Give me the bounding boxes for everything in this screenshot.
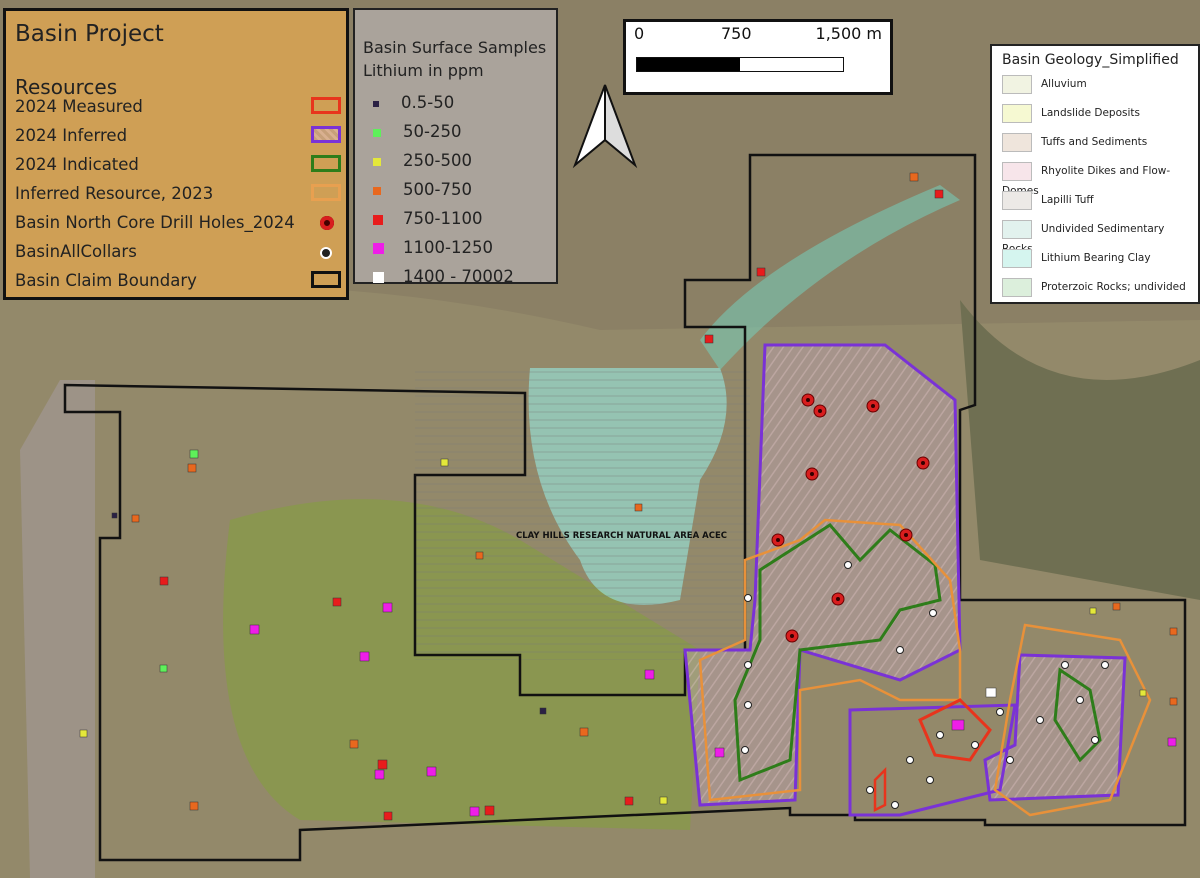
legend-item-collars: BasinAllCollars — [15, 239, 345, 265]
scale-label: 750 — [721, 24, 752, 43]
geology-unit: Proterzoic Rocks; undivided — [1002, 277, 1186, 297]
claim-boundary — [63, 153, 1187, 862]
scale-bar-graphic — [636, 57, 844, 72]
collars — [741, 561, 1109, 809]
legend-label: BasinAllCollars — [15, 242, 137, 261]
terrain-dark — [960, 300, 1200, 600]
collar-icon — [320, 247, 332, 259]
legend-title: Basin Project — [15, 21, 164, 47]
scale-label: 0 — [634, 24, 645, 43]
inferred-2023-swatch — [311, 184, 341, 201]
geology-unit: Rhyolite Dikes and Flow-Domes — [1002, 161, 1198, 197]
inferred-2024-zone-south — [848, 703, 1017, 817]
north-arrow-icon — [572, 84, 638, 169]
geology-unit: Undivided Sedimentary Rocks — [1002, 219, 1198, 255]
geology-unit: Lapilli Tuff — [1002, 190, 1094, 210]
title-line2: Lithium in ppm — [363, 61, 484, 80]
drill-holes — [771, 393, 930, 643]
legend-label: Inferred Resource, 2023 — [15, 184, 214, 203]
geology-unit: Landslide Deposits — [1002, 103, 1140, 123]
acec-area — [415, 370, 750, 660]
indicated-zone-east — [1053, 667, 1102, 763]
legend-item-indicated: 2024 Indicated — [15, 152, 345, 178]
geology-unit: Tuffs and Sediments — [1002, 132, 1147, 152]
geology-legend-title: Basin Geology_Simplified — [1002, 52, 1179, 68]
scale-bar: 0 750 1,500 m — [623, 19, 893, 95]
drill-hole-icon — [320, 216, 334, 230]
geology-legend: Basin Geology_Simplified Alluvium Landsl… — [990, 44, 1200, 304]
claim-swatch — [311, 271, 341, 288]
acec-label: CLAY HILLS RESEARCH NATURAL AREA ACEC — [516, 531, 727, 541]
legend-item-inferred-2023: Inferred Resource, 2023 — [15, 181, 345, 207]
lithium-class: 0.5-50 — [373, 88, 454, 117]
indicated-zone — [733, 523, 942, 783]
measured-zone-small — [873, 766, 887, 813]
inferred-swatch — [311, 126, 341, 143]
lithium-class: 50-250 — [373, 117, 461, 146]
geology-west — [20, 380, 95, 878]
scale-label: 1,500 m — [815, 24, 882, 43]
lithium-class: 250-500 — [373, 146, 472, 175]
indicated-swatch — [311, 155, 341, 172]
clay-drainage — [700, 185, 960, 370]
lithium-legend: Basin Surface Samples Lithium in ppm 0.5-… — [353, 8, 558, 286]
inferred-2024-zone — [683, 343, 962, 807]
measured-zone — [918, 698, 992, 762]
legend-label: 2024 Inferred — [15, 126, 128, 145]
legend-item-inferred: 2024 Inferred — [15, 123, 345, 149]
lithium-class: 750-1100 — [373, 204, 482, 233]
legend-label: Basin North Core Drill Holes_2024 — [15, 213, 295, 232]
inferred-2023-zone-east — [993, 623, 1152, 817]
legend-label: Basin Claim Boundary — [15, 271, 197, 290]
legend-heading: Resources — [15, 75, 118, 99]
legend-label: 2024 Indicated — [15, 155, 139, 174]
geology-unit: Lithium Bearing Clay — [1002, 248, 1151, 268]
lithium-class: 1100-1250 — [373, 233, 493, 262]
inferred-2023-zone — [698, 518, 962, 802]
surface-samples — [79, 172, 1178, 821]
legend-item-measured: 2024 Measured — [15, 94, 345, 120]
measured-swatch — [311, 97, 341, 114]
lithium-class: 500-750 — [373, 175, 472, 204]
legend-item-drill-holes: Basin North Core Drill Holes_2024 — [15, 210, 345, 236]
resources-legend: Basin Project Resources 2024 Measured 20… — [3, 8, 349, 300]
legend-item-claim-boundary: Basin Claim Boundary — [15, 268, 345, 294]
legend-label: 2024 Measured — [15, 97, 143, 116]
geology-unit: Alluvium — [1002, 74, 1087, 94]
lithium-legend-title: Basin Surface Samples Lithium in ppm — [363, 36, 546, 82]
title-line1: Basin Surface Samples — [363, 38, 547, 57]
lithium-class: 1400 - 70002 — [373, 262, 514, 291]
